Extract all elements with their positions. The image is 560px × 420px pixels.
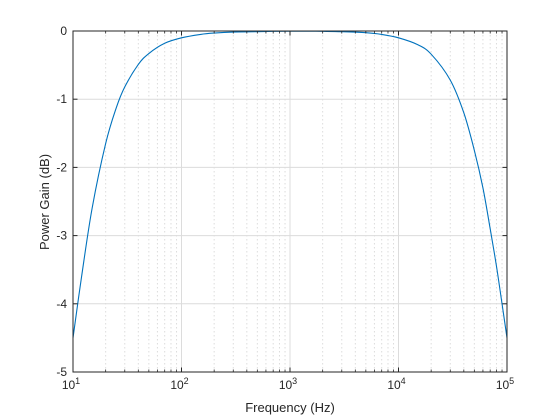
x-tick-label: 104 — [387, 376, 405, 392]
y-tick-label: -1 — [56, 92, 67, 106]
ticks — [72, 30, 508, 373]
y-tick-label: -4 — [56, 297, 67, 311]
y-tick-label: -3 — [56, 229, 67, 243]
y-tick-label: -2 — [56, 160, 67, 174]
y-tick-labels: 0 -1 -2 -3 -4 -5 — [56, 24, 67, 379]
x-tick-label: 101 — [62, 376, 80, 392]
y-tick-label: 0 — [60, 24, 67, 38]
x-tick-label: 102 — [170, 376, 188, 392]
y-tick-label: -5 — [56, 365, 67, 379]
y-axis-label: Power Gain (dB) — [37, 154, 52, 250]
x-axis-label: Frequency (Hz) — [245, 400, 335, 415]
x-tick-label: 105 — [496, 376, 514, 392]
x-tick-labels: 101 102 103 104 105 — [62, 376, 514, 392]
x-tick-label: 103 — [279, 376, 297, 392]
